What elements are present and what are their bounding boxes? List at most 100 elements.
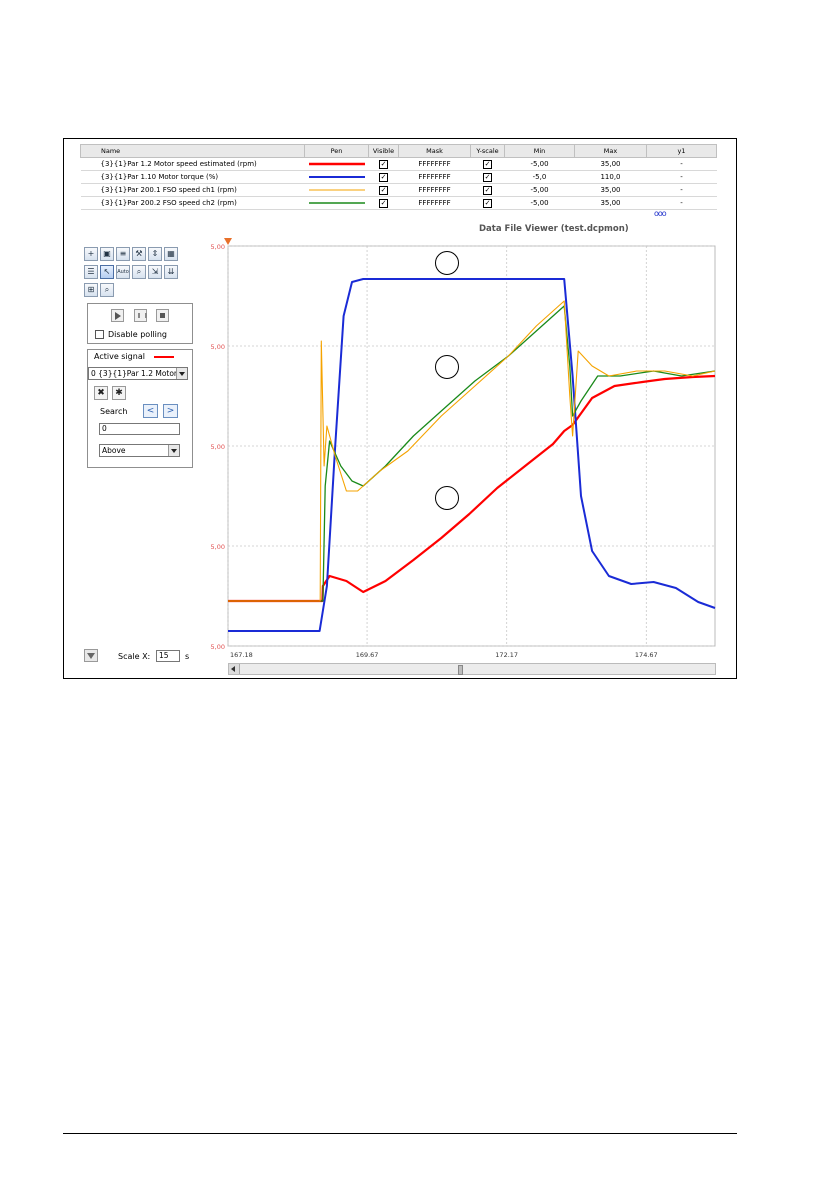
pen-cell[interactable]	[304, 157, 369, 171]
yscale-checkbox[interactable]: ✓	[483, 159, 492, 169]
add-signal-icon[interactable]: +	[84, 247, 98, 261]
chevron-down-icon[interactable]	[168, 445, 179, 456]
visible-checkbox[interactable]: ✓	[379, 159, 388, 169]
pen-cell[interactable]	[304, 196, 369, 210]
image-icon[interactable]: ▦	[164, 247, 178, 261]
column-header[interactable]: Max	[574, 144, 647, 158]
series-line-2	[228, 278, 716, 632]
y1-cell: -	[646, 183, 717, 197]
yscale-cell[interactable]: ✓	[470, 183, 505, 197]
max-cell: 110,0	[574, 170, 647, 184]
scale-x-unit: s	[185, 652, 190, 661]
column-header[interactable]: Name	[80, 144, 305, 158]
list-icon[interactable]: ≡	[116, 247, 130, 261]
max-cell: 35,00	[574, 183, 647, 197]
visible-cell[interactable]: ✓	[368, 157, 399, 171]
remove-all-cursors-button[interactable]: ✱	[112, 386, 126, 400]
save-icon[interactable]: ▣	[100, 247, 114, 261]
chart[interactable]: 35,00 25,00 15,00 5,00 -5,00 167.18 169.67 172.…	[210, 238, 720, 663]
auto-icon[interactable]: Auto	[116, 265, 130, 279]
play-icon	[115, 312, 121, 320]
cursor-marker-icon	[224, 238, 232, 245]
column-header[interactable]: Visible	[368, 144, 399, 158]
disable-polling-label: Disable polling	[108, 330, 168, 339]
max-cell: 35,00	[574, 157, 647, 171]
search-mode-value: Above	[102, 446, 126, 455]
column-header[interactable]: y1	[646, 144, 717, 158]
pen-cell[interactable]	[304, 183, 369, 197]
chevron-down-icon[interactable]	[176, 368, 187, 379]
column-header[interactable]: Pen	[304, 144, 369, 158]
signal-name: {3}{1}Par 1.2 Motor speed estimated (rpm…	[80, 157, 305, 171]
column-header[interactable]: Y-scale	[470, 144, 505, 158]
cursor-icon[interactable]: ↖	[100, 265, 114, 279]
visible-cell[interactable]: ✓	[368, 196, 399, 210]
y1-cell: -	[646, 196, 717, 210]
zoom-icon[interactable]: ⌕	[100, 283, 114, 297]
pause-icon	[138, 313, 147, 318]
active-signal-line	[154, 356, 174, 358]
collapse-panel-button[interactable]	[84, 649, 98, 662]
column-header[interactable]: Min	[504, 144, 575, 158]
signal-name: {3}{1}Par 1.10 Motor torque (%)	[80, 170, 305, 184]
search-value-input[interactable]: 0	[99, 423, 180, 435]
yscale-cell[interactable]: ✓	[470, 157, 505, 171]
stop-icon	[160, 313, 165, 318]
stop-button[interactable]	[156, 309, 169, 322]
yscale-checkbox[interactable]: ✓	[483, 185, 492, 195]
callout-circle-2	[435, 355, 459, 379]
min-cell: -5,0	[504, 170, 575, 184]
visible-cell[interactable]: ✓	[368, 183, 399, 197]
chart-title: Data File Viewer (test.dcpmon)	[479, 224, 629, 234]
export-icon[interactable]: ⇲	[148, 265, 162, 279]
column-header[interactable]: Mask	[398, 144, 471, 158]
table-row[interactable]: {3}{1}Par 200.1 FSO speed ch1 (rpm) ✓ FFFF…	[80, 183, 717, 197]
y-tick-label: -5,00	[210, 643, 225, 651]
min-cell: -5,00	[504, 196, 575, 210]
play-button[interactable]	[111, 309, 124, 322]
scroll-left-button[interactable]	[229, 664, 240, 674]
yscale-checkbox[interactable]: ✓	[483, 198, 492, 208]
yscale-checkbox[interactable]: ✓	[483, 172, 492, 182]
pen-swatch	[308, 176, 365, 178]
visible-cell[interactable]: ✓	[368, 170, 399, 184]
mask-cell: FFFFFFFF	[398, 183, 471, 197]
table-row[interactable]: {3}{1}Par 1.2 Motor speed estimated (rpm…	[80, 157, 717, 171]
pause-button[interactable]	[134, 309, 147, 322]
search-next-button[interactable]: >	[163, 404, 178, 418]
signal-name: {3}{1}Par 200.2 FSO speed ch2 (rpm)	[80, 196, 305, 210]
signal-table: Name Pen Visible Mask Y-scale Min Max y1…	[80, 144, 717, 210]
series-line-3	[228, 300, 716, 602]
yscale-cell[interactable]: ✓	[470, 170, 505, 184]
scale-x-input[interactable]: 15	[156, 650, 180, 662]
more-columns-indicator[interactable]: ooo	[654, 209, 667, 218]
fit-icon[interactable]: ⇕	[148, 247, 162, 261]
scale-x-row: Scale X: 15 s	[84, 649, 214, 665]
table-icon[interactable]: ☰	[84, 265, 98, 279]
search-previous-button[interactable]: <	[143, 404, 158, 418]
mask-cell: FFFFFFFF	[398, 157, 471, 171]
remove-cursor-button[interactable]: ✖	[94, 386, 108, 400]
scroll-thumb[interactable]	[458, 665, 463, 675]
pen-cell[interactable]	[304, 170, 369, 184]
y1-cell: -	[646, 170, 717, 184]
toolbar-row: ☰ ↖ Auto ⌕ ⇲ ⇊	[84, 265, 196, 281]
yscale-cell[interactable]: ✓	[470, 196, 505, 210]
table-row[interactable]: {3}{1}Par 1.10 Motor torque (%) ✓ FFFFFFFF…	[80, 170, 717, 184]
active-signal-value: 0 {3}{1}Par 1.2 Motor	[91, 369, 178, 378]
y-tick-label: 15,00	[210, 443, 225, 451]
disable-polling-checkbox[interactable]	[95, 330, 104, 339]
visible-checkbox[interactable]: ✓	[379, 172, 388, 182]
zoom-region-icon[interactable]: ⌕	[132, 265, 146, 279]
wrench-icon[interactable]: ⚒	[132, 247, 146, 261]
download-icon[interactable]: ⇊	[164, 265, 178, 279]
visible-checkbox[interactable]: ✓	[379, 198, 388, 208]
active-signal-select[interactable]: 0 {3}{1}Par 1.2 Motor	[88, 367, 188, 380]
visible-checkbox[interactable]: ✓	[379, 185, 388, 195]
disable-polling-row[interactable]: Disable polling	[95, 330, 167, 339]
compare-icon[interactable]: ⊞	[84, 283, 98, 297]
horizontal-scrollbar[interactable]	[228, 663, 716, 675]
min-cell: -5,00	[504, 157, 575, 171]
table-row[interactable]: {3}{1}Par 200.2 FSO speed ch2 (rpm) ✓ FFFF…	[80, 196, 717, 210]
search-mode-select[interactable]: Above	[99, 444, 180, 457]
